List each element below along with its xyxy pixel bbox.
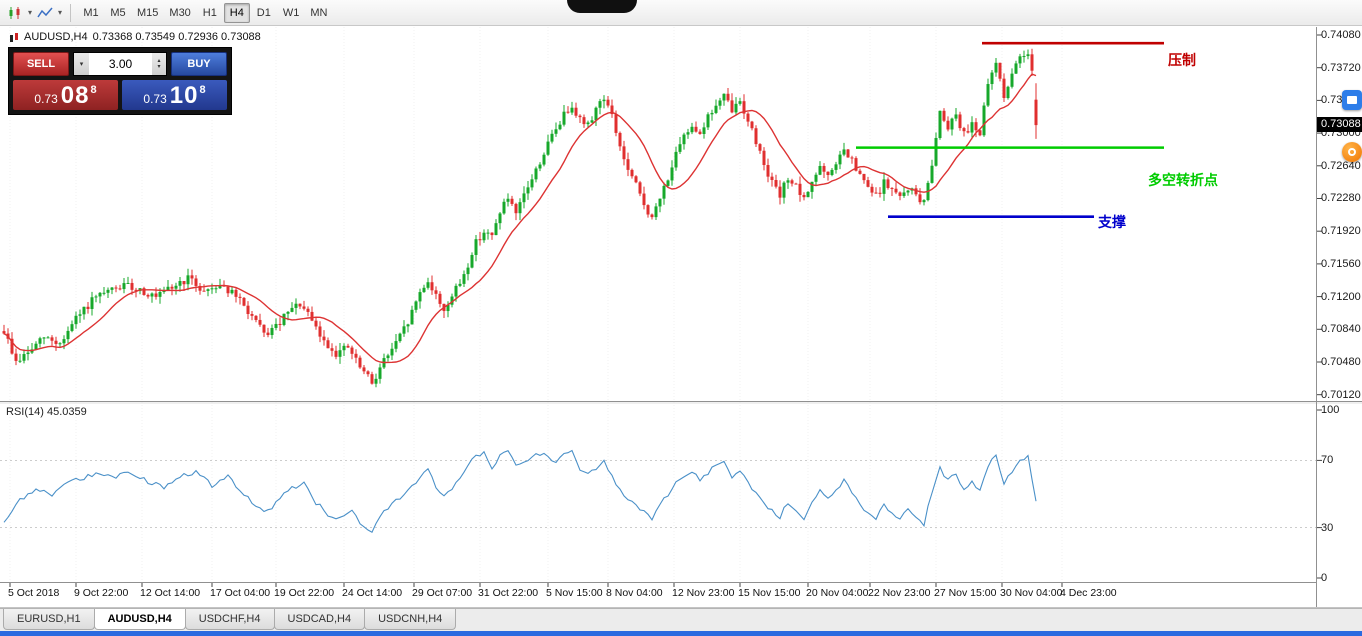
tab-audusd-h4[interactable]: AUDUSD,H4 [93,609,186,630]
floating-blue-icon[interactable] [1342,90,1362,110]
price-axis[interactable]: 0.74080 0.73720 0.73360 0.73000 0.72640 0.722… [1317,26,1362,608]
time-axis-label: 17 Oct 04:00 [210,587,271,599]
toolbar-separator [70,3,71,22]
one-click-trading-panel: SELL ▾ 3.00 ▴ ▾ BUY 0.73 08 8 0.73 10 8 [8,47,232,115]
chart-type-icon[interactable] [5,3,25,23]
rsi-axis-label: 100 [1321,404,1340,416]
time-axis-label: 30 Nov 04:00 [1000,587,1063,599]
time-axis-label: 9 Oct 22:00 [74,587,129,599]
annotation-resistance: 压制 [1168,52,1196,68]
price-axis-label: 0.70120 [1321,388,1361,401]
bid-pipette: 8 [90,84,97,96]
time-axis-label: 24 Oct 14:00 [342,587,403,599]
bid-price[interactable]: 0.73 08 8 [13,80,118,110]
symbol-ohlc: 0.73368 0.73549 0.72936 0.73088 [92,31,261,43]
timeframe-h1[interactable]: H1 [202,6,217,19]
price-axis-label: 0.70840 [1321,323,1361,336]
bid-pips: 08 [60,82,90,110]
time-axis-label: 12 Nov 23:00 [672,587,735,599]
price-axis-label: 0.72640 [1321,159,1361,172]
price-axis-label: 0.71560 [1321,257,1361,270]
time-axis-label: 27 Nov 15:00 [934,587,997,599]
timeframe-m15[interactable]: M15 [137,6,159,19]
rsi-indicator-label: RSI(14) 45.0359 [6,406,87,418]
chart-tab-bar: EURUSD,H1 AUDUSD,H4 USDCHF,H4 USDCAD,H4 USDC… [0,608,1362,631]
volume-stepper[interactable]: ▴ ▾ [152,53,166,75]
indicator-icon[interactable] [35,3,55,23]
time-axis-label: 8 Nov 04:00 [606,587,663,599]
time-axis-label: 5 Nov 15:00 [546,587,603,599]
annotation-pivot: 多空转折点 [1148,172,1218,188]
symbol-ohlc-label: AUDUSD,H4 0.73368 0.73549 0.72936 0.7308… [10,31,261,43]
window-bottom-edge [0,631,1362,636]
ask-main: 0.73 [143,92,167,106]
toolbar: ▾ ▾ M1 M5 M15 M30 H1 H4 D1 W1 MN [0,0,1362,26]
timeframe-m30[interactable]: M30 [169,6,191,19]
tab-usdchf-h4[interactable]: USDCHF,H4 [184,609,275,630]
rsi-axis-label: 30 [1321,521,1334,534]
floating-orange-icon[interactable] [1342,142,1362,162]
time-axis-label: 5 Oct 2018 [8,587,60,599]
current-price-badge: 0.73088 [1317,117,1362,132]
time-axis-label: 29 Oct 07:00 [412,587,473,599]
price-axis-label: 0.72280 [1321,192,1361,205]
bid-main: 0.73 [34,92,58,106]
timeframe-d1[interactable]: D1 [256,6,271,19]
volume-field: ▾ 3.00 ▴ ▾ [73,52,167,76]
timeframe-mn[interactable]: MN [310,6,328,19]
time-axis-label: 19 Oct 22:00 [274,587,335,599]
annotation-support: 支撑 [1098,214,1126,230]
chart-symbol-icon [10,32,19,42]
ask-price[interactable]: 0.73 10 8 [122,80,227,110]
indicator-dropdown-icon[interactable]: ▾ [57,8,62,17]
price-axis-label: 0.73720 [1321,61,1361,74]
blue-icon-glyph [1347,96,1357,104]
time-axis-label: 31 Oct 22:00 [478,587,539,599]
time-axis-label: 12 Oct 14:00 [140,587,201,599]
price-axis-label: 0.74080 [1321,29,1361,41]
chart-type-dropdown-icon[interactable]: ▾ [27,8,32,17]
volume-dropdown-icon[interactable]: ▾ [74,53,89,75]
rsi-axis-label: 70 [1321,454,1334,467]
timeframe-m5[interactable]: M5 [110,6,126,19]
price-axis-label: 0.71200 [1321,290,1361,303]
camera-notch [567,0,637,13]
time-axis[interactable]: 5 Oct 2018 9 Oct 22:00 12 Oct 14:00 17 Oct … [0,584,1362,606]
orange-icon-glyph [1348,148,1356,156]
tab-eurusd-h1[interactable]: EURUSD,H1 [3,609,95,630]
timeframe-group: M1 M5 M15 M30 H1 H4 D1 W1 MN [78,2,333,23]
tab-usdcnh-h4[interactable]: USDCNH,H4 [364,609,457,630]
rsi-axis-label: 0 [1321,572,1328,584]
time-axis-label: 15 Nov 15:00 [738,587,801,599]
timeframe-w1[interactable]: W1 [282,6,300,19]
tab-usdcad-h4[interactable]: USDCAD,H4 [273,609,366,630]
volume-input[interactable]: 3.00 [89,53,152,75]
ask-pips: 10 [169,82,199,110]
time-axis-label: 20 Nov 04:00 [806,587,869,599]
symbol-name: AUDUSD,H4 [24,31,88,43]
time-axis-label: 22 Nov 23:00 [868,587,931,599]
time-axis-label: 4 Dec 23:00 [1060,587,1117,599]
timeframe-m1[interactable]: M1 [83,6,99,19]
price-axis-label: 0.71920 [1321,225,1361,238]
ask-pipette: 8 [199,84,206,96]
sell-button[interactable]: SELL [13,52,69,76]
timeframe-h4[interactable]: H4 [223,2,250,23]
price-axis-label: 0.70480 [1321,355,1361,368]
buy-button[interactable]: BUY [171,52,227,76]
